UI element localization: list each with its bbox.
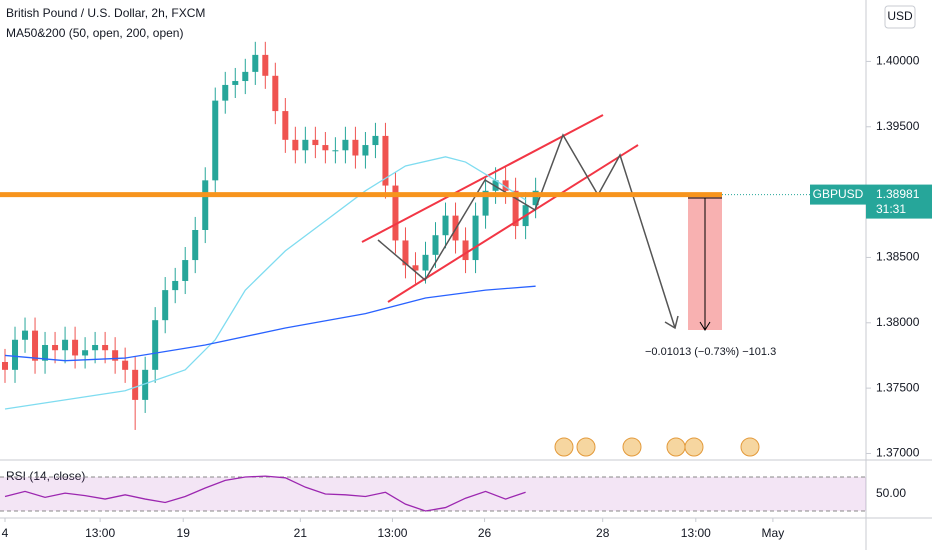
candle-body bbox=[362, 145, 369, 156]
candle-body bbox=[532, 190, 539, 206]
candle-body bbox=[242, 71, 249, 82]
candle-body bbox=[72, 339, 79, 356]
time-tick-label: 13:00 bbox=[681, 526, 711, 540]
drawings bbox=[361, 114, 722, 331]
time-tick-label: 4 bbox=[2, 526, 9, 540]
candle-body bbox=[32, 330, 39, 361]
measure-label: −0.01013 (−0.73%) −101.3 bbox=[645, 346, 776, 358]
price-tick-label: 1.40000 bbox=[876, 54, 920, 68]
candle-body bbox=[122, 360, 129, 370]
projection-arrow bbox=[664, 315, 679, 330]
candle-body bbox=[262, 54, 269, 76]
candle-body bbox=[402, 240, 409, 266]
candle-body bbox=[342, 139, 349, 151]
candle-body bbox=[502, 180, 509, 191]
candle-body bbox=[112, 350, 119, 361]
rsi-band bbox=[0, 476, 866, 511]
candle-body bbox=[62, 339, 69, 351]
time-tick-label: 28 bbox=[596, 526, 610, 540]
candle-body bbox=[512, 190, 519, 227]
candle-body bbox=[142, 369, 149, 400]
event-icon[interactable] bbox=[622, 437, 642, 457]
candle-body bbox=[102, 345, 109, 351]
time-tick-label: May bbox=[762, 526, 785, 540]
candle-body bbox=[442, 215, 449, 236]
time-tick-label: 13:00 bbox=[377, 526, 407, 540]
currency-label[interactable]: USD bbox=[887, 9, 913, 23]
time-tick-label: 13:00 bbox=[85, 526, 115, 540]
channel-lower bbox=[387, 144, 639, 303]
price-tick-label: 1.38000 bbox=[876, 315, 920, 329]
candle-body bbox=[432, 235, 439, 255]
indicator-legend: MA50&200 (50, open, 200, open) bbox=[6, 26, 183, 40]
rsi-title: RSI (14, close) bbox=[6, 469, 85, 483]
price-tag bbox=[866, 184, 932, 219]
candle-body bbox=[352, 139, 359, 156]
time-tick-label: 21 bbox=[294, 526, 308, 540]
time-tick-label: 19 bbox=[177, 526, 191, 540]
candle-body bbox=[312, 139, 319, 146]
event-icon[interactable] bbox=[554, 437, 574, 457]
candle-body bbox=[192, 230, 199, 261]
price-tick-label: 1.37500 bbox=[876, 380, 920, 394]
price-tick-label: 1.38500 bbox=[876, 250, 920, 264]
event-icon[interactable] bbox=[740, 437, 760, 457]
candle-body bbox=[22, 330, 29, 340]
candle-body bbox=[52, 345, 59, 351]
moving-average bbox=[4, 285, 536, 362]
candle-body bbox=[292, 139, 299, 151]
price-tick-label: 1.39500 bbox=[876, 119, 920, 133]
candle-body bbox=[42, 345, 49, 361]
candle-body bbox=[212, 100, 219, 181]
price-tick-label: 1.37000 bbox=[876, 446, 920, 460]
candle-body bbox=[412, 265, 419, 271]
candle-body bbox=[172, 280, 179, 291]
candle-body bbox=[482, 190, 489, 216]
candle-body bbox=[392, 185, 399, 241]
price-tag-label: 1.38981 bbox=[876, 187, 920, 201]
event-icon[interactable] bbox=[576, 437, 596, 457]
candle-body bbox=[132, 369, 139, 400]
event-icon[interactable] bbox=[684, 437, 704, 457]
event-icon[interactable] bbox=[666, 437, 686, 457]
candle-body bbox=[332, 150, 339, 152]
candle-body bbox=[372, 135, 379, 146]
candle-body bbox=[162, 290, 169, 321]
candle-body bbox=[272, 75, 279, 112]
candle-body bbox=[2, 361, 9, 370]
candle-body bbox=[202, 180, 209, 230]
event-icons bbox=[554, 437, 760, 457]
chart-title: British Pound / U.S. Dollar, 2h, FXCM bbox=[6, 6, 205, 20]
candle-body bbox=[282, 111, 289, 140]
candle-body bbox=[382, 135, 389, 186]
candle-body bbox=[252, 54, 259, 72]
symbol-tag-label: GBPUSD bbox=[813, 187, 864, 201]
moving-average bbox=[4, 156, 526, 410]
candle-body bbox=[92, 345, 99, 351]
candle-body bbox=[12, 339, 19, 370]
candle-body bbox=[232, 81, 239, 85]
rsi-tick-label: 50.00 bbox=[876, 486, 906, 500]
candle-body bbox=[152, 320, 159, 370]
candles bbox=[2, 41, 539, 430]
candle-body bbox=[82, 350, 89, 356]
measure-arrow-head bbox=[699, 321, 711, 331]
candle-body bbox=[422, 254, 429, 271]
time-tick-label: 26 bbox=[478, 526, 492, 540]
candle-body bbox=[322, 145, 329, 151]
candle-body bbox=[222, 84, 229, 101]
countdown-label: 31:31 bbox=[876, 202, 906, 216]
rsi-line bbox=[4, 475, 526, 512]
currency-button[interactable] bbox=[884, 5, 916, 29]
candle-body bbox=[462, 240, 469, 261]
zigzag-projection bbox=[377, 133, 676, 329]
candle-body bbox=[302, 139, 309, 151]
symbol-tag bbox=[810, 184, 866, 205]
candle-body bbox=[182, 260, 189, 281]
candle-body bbox=[472, 215, 479, 261]
